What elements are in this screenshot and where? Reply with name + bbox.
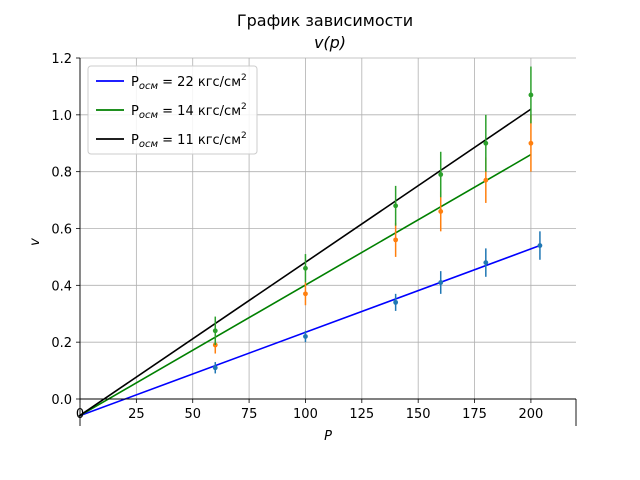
data-point bbox=[483, 140, 489, 146]
y-tick-label: 1.2 bbox=[51, 52, 72, 67]
data-point bbox=[528, 140, 534, 146]
data-point bbox=[438, 280, 444, 285]
axes bbox=[79, 58, 577, 426]
ticks: 0 25 50 75 100 125 150 175 200 0.0 0.2 0.4 0.6 0.8 1.0… bbox=[51, 52, 543, 422]
legend-box bbox=[87, 65, 258, 155]
x-tick-label: 175 bbox=[462, 407, 487, 422]
data-point bbox=[393, 299, 399, 305]
x-tick-label: 150 bbox=[406, 407, 431, 422]
y-axis-label: v bbox=[28, 238, 43, 246]
data-point bbox=[303, 265, 308, 271]
y-tick-label: 0.6 bbox=[51, 223, 72, 238]
x-tick-label: 25 bbox=[128, 407, 145, 422]
x-tick-label: 200 bbox=[518, 407, 543, 422]
data-point bbox=[438, 172, 444, 177]
data-point bbox=[212, 365, 218, 371]
x-tick-label: 125 bbox=[349, 407, 374, 422]
data-point bbox=[393, 237, 399, 243]
data-point bbox=[438, 209, 444, 214]
chart-subtitle: v(p) bbox=[314, 33, 346, 52]
data-point bbox=[393, 203, 399, 209]
data-point bbox=[537, 243, 543, 248]
x-axis-label: P bbox=[324, 429, 332, 444]
grid-layer bbox=[79, 57, 576, 400]
data-point bbox=[303, 291, 308, 297]
y-tick-label: 0.2 bbox=[51, 336, 72, 351]
x-tick-label: 0 bbox=[76, 407, 84, 422]
x-tick-label: 50 bbox=[184, 407, 201, 422]
data-point bbox=[528, 92, 534, 98]
y-tick-label: 0.0 bbox=[51, 393, 72, 408]
legend: Pосм = 22 кгс/см2 Pосм = 14 кгс/см2 Pосм =… bbox=[87, 65, 258, 155]
x-tick-label: 100 bbox=[293, 407, 318, 422]
y-tick-label: 1.0 bbox=[51, 109, 72, 124]
legend-entry: Pосм = 11 кгс/см2 bbox=[131, 131, 247, 150]
data-points bbox=[212, 66, 543, 374]
data-point bbox=[212, 328, 218, 334]
chart-title: График зависимости bbox=[237, 11, 413, 30]
y-tick-label: 0.4 bbox=[51, 279, 72, 294]
fit-lines bbox=[78, 108, 541, 417]
legend-entry: Pосм = 14 кгс/см2 bbox=[131, 102, 247, 121]
data-point bbox=[303, 334, 308, 339]
legend-entry: Pосм = 22 кгс/см2 bbox=[131, 73, 247, 92]
data-point bbox=[483, 177, 489, 183]
data-point bbox=[483, 260, 489, 265]
x-tick-label: 75 bbox=[241, 407, 258, 422]
y-tick-label: 0.8 bbox=[51, 166, 72, 181]
fit-line bbox=[78, 244, 541, 417]
